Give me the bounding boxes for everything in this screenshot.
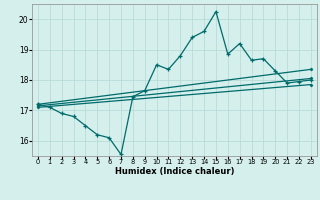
X-axis label: Humidex (Indice chaleur): Humidex (Indice chaleur) [115,167,234,176]
